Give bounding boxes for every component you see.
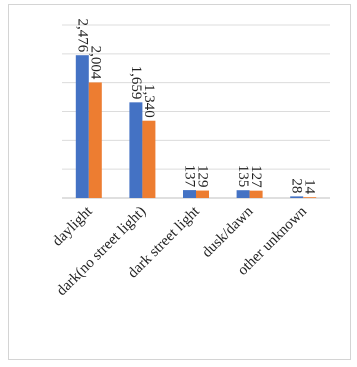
data-label: 2,004 — [87, 46, 103, 80]
data-label: 135 — [235, 165, 251, 188]
data-label: 2,476 — [74, 18, 90, 52]
x-tick-label: dusk/dawn — [199, 203, 257, 261]
bars — [75, 55, 317, 199]
data-label: 1,659 — [128, 66, 144, 100]
x-tick-label: daylight — [50, 203, 97, 250]
chart-frame — [8, 4, 351, 360]
data-label: 137 — [182, 165, 198, 188]
gridlines — [62, 24, 330, 199]
data-label: 28 — [289, 178, 305, 193]
bar-series1-0 — [75, 55, 89, 199]
bar-series1-2 — [183, 190, 196, 198]
data-label: 127 — [248, 165, 264, 188]
bar-series2-1 — [142, 120, 156, 198]
bar-series1-1 — [129, 102, 143, 198]
bar-series1-3 — [236, 190, 250, 198]
bar-series2-0 — [88, 82, 102, 198]
data-label: 1,340 — [141, 84, 157, 118]
data-label: 14 — [302, 179, 318, 195]
bar-series2-4 — [303, 197, 317, 198]
bar-series2-3 — [249, 190, 263, 198]
data-label: 129 — [195, 165, 211, 188]
bar-series1-4 — [290, 196, 304, 198]
bar-series2-2 — [196, 190, 209, 198]
x-tick-label: dark(no street light) — [54, 204, 150, 300]
